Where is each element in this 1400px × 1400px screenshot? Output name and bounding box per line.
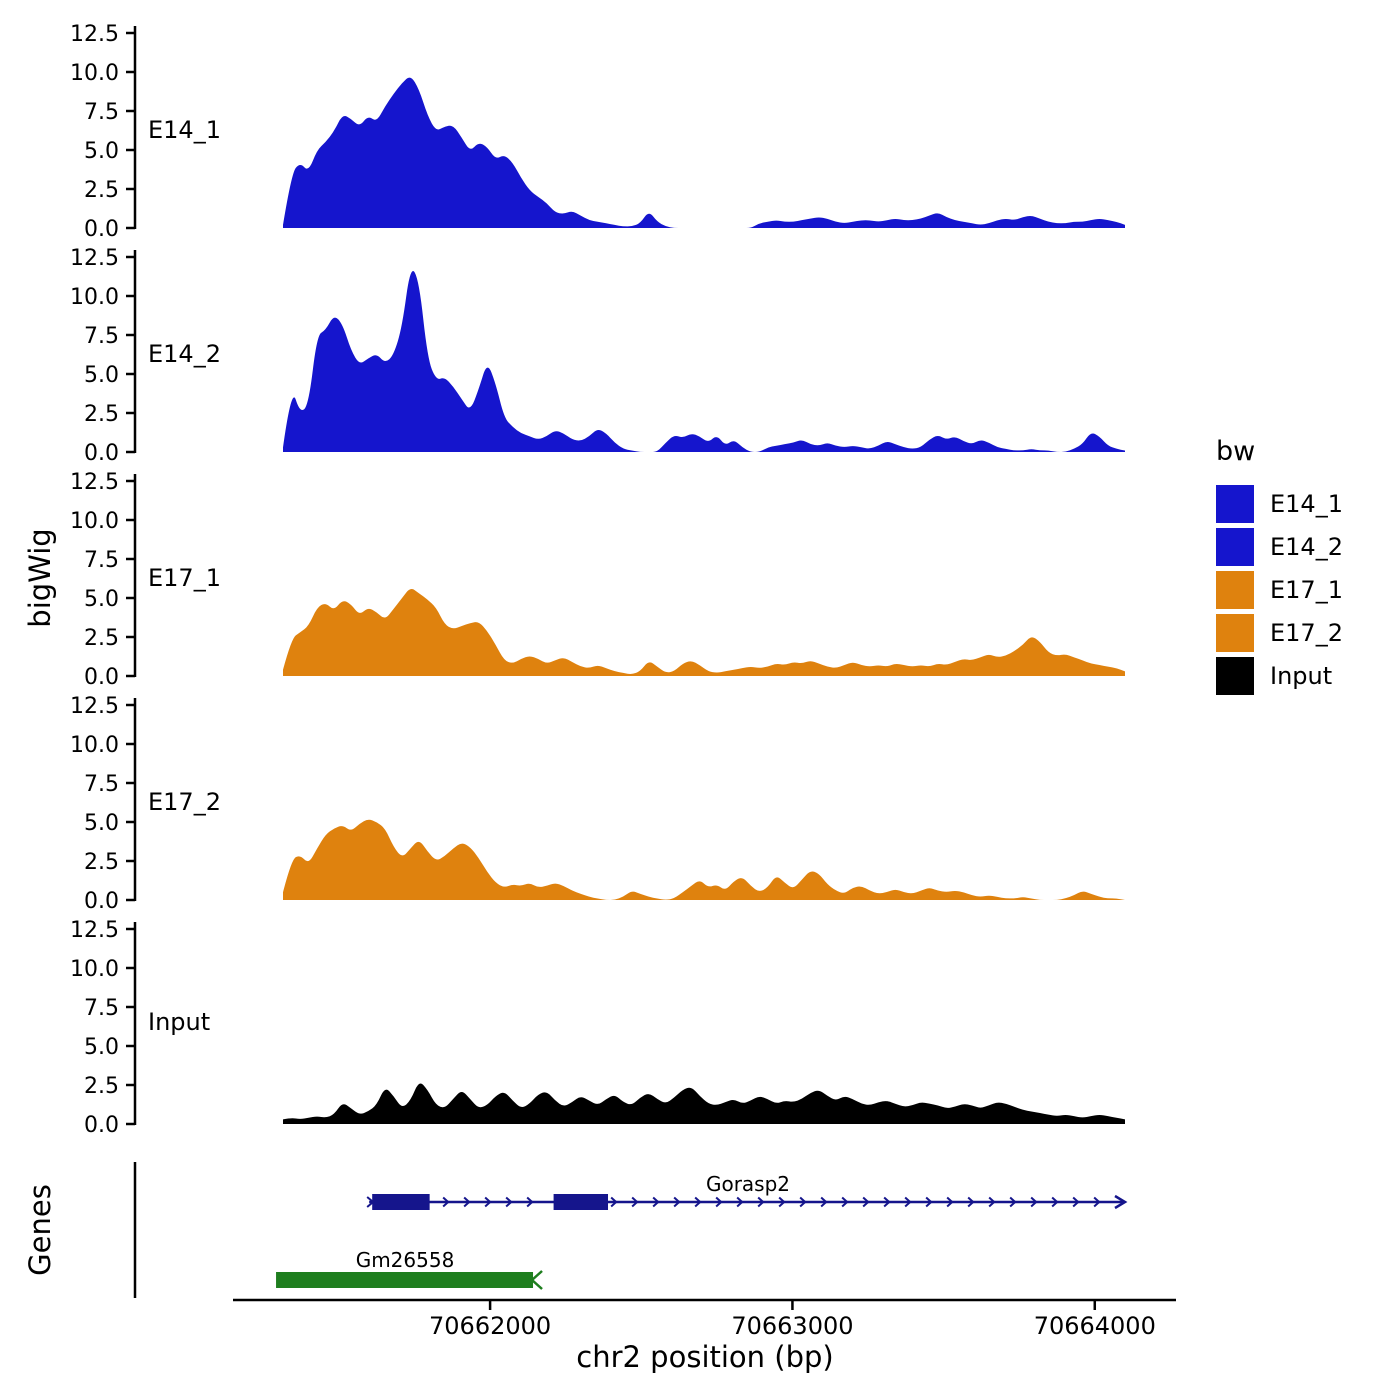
- legend-label-input: Input: [1270, 662, 1333, 690]
- area-E14_2: [283, 271, 1125, 452]
- y-tick-label: 5.0: [84, 363, 119, 388]
- track-Input: 0.0 2.5 5.0 7.5 10.0 12.5: [70, 918, 1125, 1138]
- legend-label-e17-2: E17_2: [1270, 619, 1343, 647]
- y-tick-label: 12.5: [70, 246, 119, 271]
- area-E17_2: [283, 819, 1125, 900]
- x-tick-label: 70664000: [1034, 1312, 1156, 1340]
- track-label-e14-1: E14_1: [148, 116, 221, 144]
- track-E14_1: 0.0 2.5 5.0 7.5 10.0 12.5: [70, 22, 1125, 242]
- y-tick-label: 2.5: [84, 850, 119, 875]
- legend-entry: E17_1: [1216, 571, 1343, 609]
- y-tick-label: 12.5: [70, 22, 119, 47]
- legend-title: bw: [1216, 436, 1256, 467]
- x-axis-title: chr2 position (bp): [576, 1340, 834, 1374]
- x-tick-label: 70663000: [731, 1312, 853, 1340]
- y-tick-label: 7.5: [84, 772, 119, 797]
- y-tick-label: 0.0: [84, 1113, 119, 1138]
- y-tick-label: 10.0: [70, 285, 119, 310]
- y-tick-label: 10.0: [70, 509, 119, 534]
- gene-label-gorasp2: Gorasp2: [705, 1172, 791, 1196]
- legend-swatch-input: [1216, 657, 1254, 695]
- y-tick-label: 5.0: [84, 587, 119, 612]
- legend-label-e17-1: E17_1: [1270, 576, 1343, 604]
- y-tick-label: 7.5: [84, 996, 119, 1021]
- y-tick-label: 5.0: [84, 139, 119, 164]
- legend-entry: E17_2: [1216, 614, 1343, 652]
- legend-swatch-e17-1: [1216, 571, 1254, 609]
- legend-entry: Input: [1216, 657, 1343, 695]
- legend-swatch-e17-2: [1216, 614, 1254, 652]
- y-tick-label: 0.0: [84, 217, 119, 242]
- legend-entry: E14_2: [1216, 528, 1343, 566]
- y-tick-label: 2.5: [84, 1074, 119, 1099]
- track-E14_2: 0.0 2.5 5.0 7.5 10.0 12.5: [70, 246, 1125, 466]
- x-tick-label: 70662000: [429, 1312, 551, 1340]
- y-axis-title: bigWig: [23, 528, 57, 628]
- y-tick-label: 2.5: [84, 178, 119, 203]
- legend-swatch-e14-1: [1216, 485, 1254, 523]
- track-label-e17-2: E17_2: [148, 788, 221, 816]
- track-label-e14-2: E14_2: [148, 340, 221, 368]
- track-E17_2: 0.0 2.5 5.0 7.5 10.0 12.5: [70, 694, 1125, 914]
- track-label-e17-1: E17_1: [148, 564, 221, 592]
- y-tick-label: 10.0: [70, 733, 119, 758]
- y-tick-label: 10.0: [70, 957, 119, 982]
- genes-axis-title: Genes: [23, 1184, 57, 1276]
- area-E17_1: [283, 589, 1125, 676]
- y-tick-label: 12.5: [70, 470, 119, 495]
- y-tick-label: 0.0: [84, 889, 119, 914]
- legend-swatch-e14-2: [1216, 528, 1254, 566]
- y-tick-label: 7.5: [84, 548, 119, 573]
- legend-entry: E14_1: [1216, 485, 1343, 523]
- legend-label-e14-2: E14_2: [1270, 533, 1343, 561]
- track-E17_1: 0.0 2.5 5.0 7.5 10.0 12.5: [70, 470, 1125, 690]
- y-tick-label: 0.0: [84, 665, 119, 690]
- y-tick-label: 12.5: [70, 694, 119, 719]
- y-tick-label: 10.0: [70, 61, 119, 86]
- gene-model-Gm26558: [276, 1270, 543, 1290]
- legend-label-e14-1: E14_1: [1270, 490, 1343, 518]
- legend: bw E14_1 E14_2 E17_1 E17_2 Input: [1216, 436, 1343, 700]
- y-tick-label: 0.0: [84, 441, 119, 466]
- track-label-input: Input: [148, 1008, 211, 1036]
- y-tick-label: 5.0: [84, 1035, 119, 1060]
- area-E14_1: [283, 77, 1125, 229]
- y-tick-label: 2.5: [84, 402, 119, 427]
- y-tick-label: 7.5: [84, 100, 119, 125]
- y-tick-label: 12.5: [70, 918, 119, 943]
- gene-label-gm26558: Gm26558: [355, 1248, 455, 1272]
- area-Input: [283, 1083, 1125, 1124]
- y-tick-label: 2.5: [84, 626, 119, 651]
- y-tick-label: 7.5: [84, 324, 119, 349]
- y-tick-label: 5.0: [84, 811, 119, 836]
- gene-model-Gorasp2: [366, 1194, 1128, 1210]
